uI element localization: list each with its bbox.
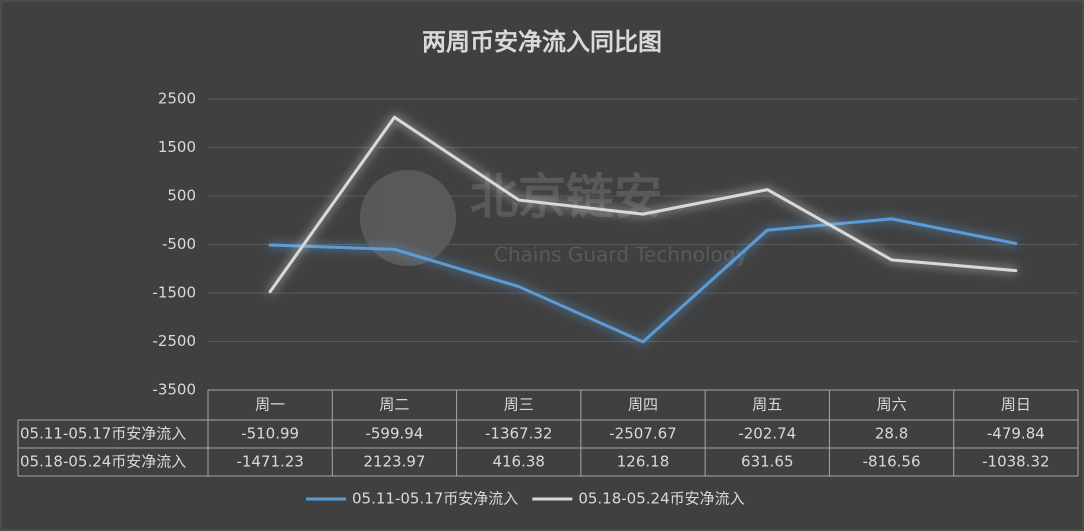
table-value: -1038.32 — [982, 453, 1049, 471]
x-tick-label: 周四 — [628, 396, 658, 414]
chart-title: 两周币安净流入同比图 — [422, 28, 662, 56]
watermark: 北京链安 Chains Guard Technology — [360, 169, 747, 267]
table-value: 2123.97 — [363, 453, 425, 471]
x-tick-label: 周六 — [877, 396, 907, 414]
table-value: 416.38 — [492, 453, 545, 471]
table-value: -816.56 — [863, 453, 921, 471]
legend-label: 05.11-05.17币安净流入 — [352, 490, 518, 508]
table-value: -599.94 — [365, 425, 423, 443]
table-value: -510.99 — [241, 425, 299, 443]
watermark-subtitle: Chains Guard Technology — [494, 243, 747, 267]
x-tick-label: 周日 — [1001, 396, 1031, 414]
y-tick-label: -1500 — [152, 284, 196, 302]
x-tick-label: 周三 — [504, 396, 534, 414]
watermark-logo — [360, 170, 456, 266]
y-tick-label: 1500 — [158, 138, 196, 156]
watermark-title: 北京链安 — [470, 169, 662, 225]
y-tick-label: 2500 — [158, 90, 196, 108]
y-tick-label: 500 — [167, 187, 196, 205]
table-value: -479.84 — [987, 425, 1045, 443]
x-tick-label: 周一 — [255, 396, 285, 414]
table-value: -1471.23 — [236, 453, 303, 471]
y-tick-label: -500 — [162, 235, 196, 253]
table-value: -2507.67 — [609, 425, 676, 443]
table-value: -1367.32 — [485, 425, 552, 443]
table-row-label: 05.18-05.24币安净流入 — [20, 453, 186, 471]
table-value: 126.18 — [617, 453, 670, 471]
table-value: 631.65 — [741, 453, 794, 471]
table-value: -202.74 — [738, 425, 796, 443]
y-tick-label: -2500 — [152, 332, 196, 350]
table-value: 28.8 — [875, 425, 908, 443]
series-line — [268, 115, 1018, 294]
table-row-label: 05.11-05.17币安净流入 — [20, 425, 186, 443]
y-tick-label: -3500 — [152, 381, 196, 399]
x-tick-label: 周二 — [379, 396, 409, 414]
series-line — [268, 217, 1018, 344]
x-tick-label: 周五 — [752, 396, 782, 414]
legend-label: 05.18-05.24币安净流入 — [578, 490, 744, 508]
